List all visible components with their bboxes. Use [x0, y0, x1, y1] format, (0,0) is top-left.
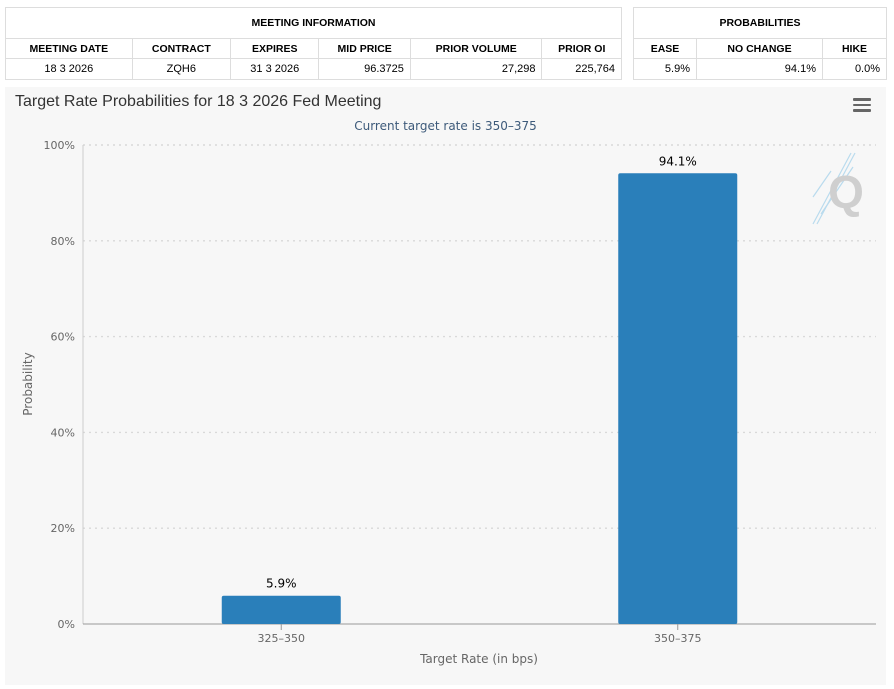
cell-hike: 0.0% — [821, 58, 888, 80]
header-prior-volume: PRIOR VOLUME — [409, 38, 543, 59]
y-tick-label: 100% — [44, 139, 75, 152]
cell-prior-volume: 27,298 — [409, 58, 543, 80]
chart-title: Target Rate Probabilities for 18 3 2026 … — [15, 93, 382, 110]
bar-chart: Q 0% 20% 40% 60% 80% 100% 5.9% 325–350 94.1% 350–… — [21, 139, 876, 666]
cell-no-change: 94.1% — [696, 58, 823, 80]
y-axis-title: Probability — [21, 352, 35, 415]
svg-text:Q: Q — [828, 166, 864, 218]
y-tick-label: 80% — [51, 235, 75, 248]
y-tick-label: 60% — [51, 331, 75, 344]
header-mid-price: MID PRICE — [318, 38, 411, 59]
bar-data-label: 5.9% — [266, 577, 297, 591]
chart-subtitle: Current target rate is 350–375 — [354, 119, 537, 133]
cell-ease: 5.9% — [633, 58, 697, 80]
cell-mid-price: 96.3725 — [318, 58, 411, 80]
x-axis-title: Target Rate (in bps) — [419, 652, 538, 666]
chart-panel: Q 0% 20% 40% 60% 80% 100% 5.9% 325–350 94.1% 350–… — [5, 87, 886, 685]
cell-meeting-date: 18 3 2026 — [5, 58, 133, 80]
quikstrike-logo-icon: Q — [812, 152, 864, 225]
probabilities-table: PROBABILITIES EASE NO CHANGE HIKE 5.9% 9… — [632, 7, 888, 80]
hamburger-menu-icon[interactable] — [853, 98, 871, 112]
x-tick-label: 325–350 — [258, 632, 306, 645]
header-contract: CONTRACT — [131, 38, 232, 59]
bar-2[interactable] — [618, 173, 738, 625]
header-expires: EXPIRES — [230, 38, 320, 59]
y-tick-label: 0% — [58, 618, 75, 631]
y-tick-label: 20% — [51, 522, 75, 535]
header-meeting-date: MEETING DATE — [5, 38, 133, 59]
cell-contract: ZQH6 — [131, 58, 232, 80]
meeting-information-title: MEETING INFORMATION — [5, 7, 622, 39]
probabilities-title: PROBABILITIES — [632, 7, 888, 39]
x-tick-label: 350–375 — [654, 632, 702, 645]
cell-prior-oi: 225,764 — [541, 58, 622, 80]
header-prior-oi: PRIOR OI — [541, 38, 622, 59]
meeting-information-table: MEETING INFORMATION MEETING DATE CONTRAC… — [5, 7, 622, 80]
bar-data-label: 94.1% — [659, 154, 697, 168]
y-tick-label: 40% — [51, 426, 75, 439]
header-no-change: NO CHANGE — [696, 38, 823, 59]
cell-expires: 31 3 2026 — [230, 58, 320, 80]
header-ease: EASE — [633, 38, 697, 59]
header-hike: HIKE — [821, 38, 888, 59]
bar-1[interactable] — [221, 595, 341, 624]
